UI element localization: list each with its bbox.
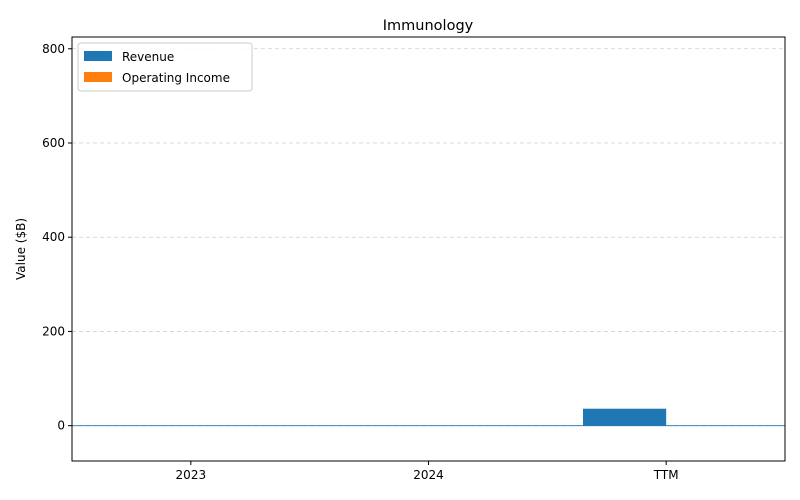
bars	[582, 408, 667, 426]
legend: Revenue Operating Income	[77, 42, 253, 92]
y-tick-label: 600	[42, 136, 65, 150]
x-tick-label: 2023	[176, 468, 207, 482]
legend-box	[77, 42, 253, 92]
legend-swatch	[84, 51, 112, 61]
y-tick-label: 400	[42, 230, 65, 244]
x-tick-label: 2024	[413, 468, 444, 482]
x-axis-ticks: 2023 2024 TTM	[176, 461, 679, 482]
bar-revenue	[582, 408, 667, 426]
y-tick-label: 200	[42, 324, 65, 338]
legend-label: Operating Income	[122, 71, 230, 85]
legend-swatch	[84, 72, 112, 82]
x-tick-label: TTM	[653, 468, 679, 482]
y-tick-label: 0	[57, 419, 65, 433]
y-axis-ticks: 0 200 400 600 800	[42, 42, 72, 433]
y-tick-label: 800	[42, 42, 65, 56]
legend-label: Revenue	[122, 50, 174, 64]
y-axis-label: Value ($B)	[14, 218, 28, 280]
chart-title: Immunology	[383, 18, 474, 34]
